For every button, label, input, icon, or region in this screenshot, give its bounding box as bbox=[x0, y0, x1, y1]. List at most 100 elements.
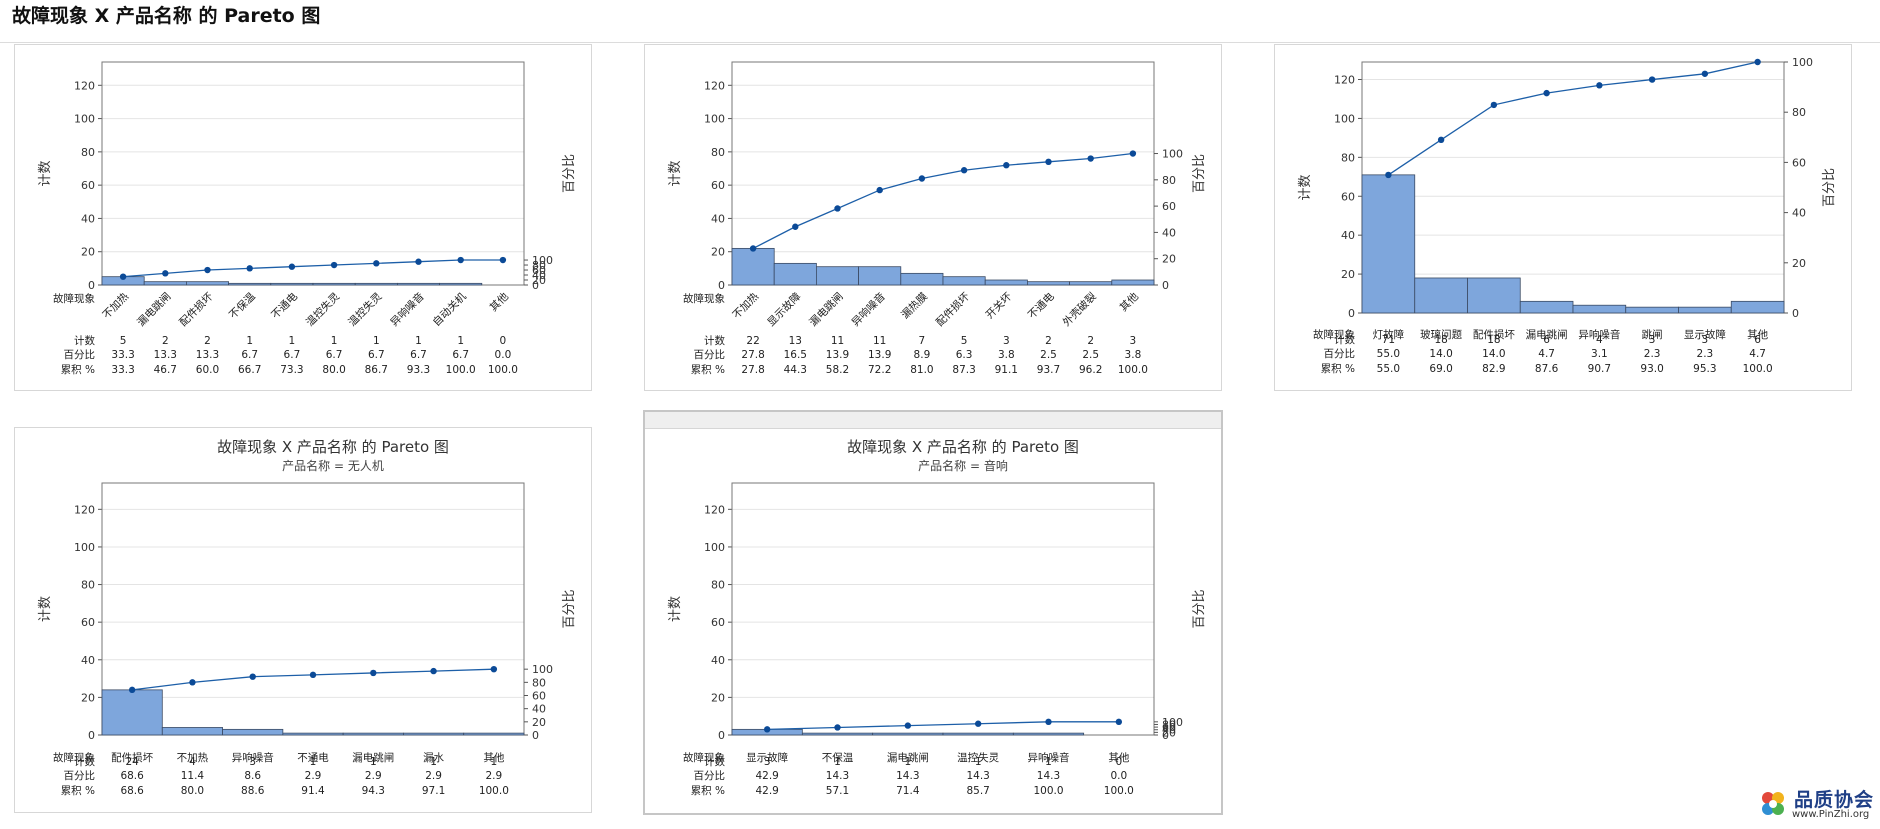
y2-tick-label: 60 bbox=[1162, 721, 1176, 734]
bar-漏电跳闸 bbox=[815, 266, 859, 286]
category-label: 显示故障 bbox=[746, 751, 788, 764]
category-label: 异响噪音 bbox=[1578, 328, 1620, 341]
y-axis-title: 计数 bbox=[668, 596, 683, 622]
category-label: 漏水 bbox=[423, 752, 444, 764]
counts-cell: 4 bbox=[189, 756, 196, 768]
percent-cell: 14.3 bbox=[826, 770, 849, 782]
cumulative-cell: 100.0 bbox=[446, 364, 476, 376]
bar-漏电跳闸 bbox=[872, 732, 944, 736]
cumulative-point-7 bbox=[1701, 70, 1709, 77]
counts-cell: 71 bbox=[1382, 334, 1395, 346]
cumulative-point-8 bbox=[1754, 58, 1761, 66]
percent-cell: 2.9 bbox=[365, 770, 382, 782]
y2-tick-label: 100 bbox=[1162, 148, 1183, 161]
category-label: 配件损坏 bbox=[933, 290, 972, 329]
bar-异响噪音 bbox=[1012, 732, 1085, 736]
counts-cell: 11 bbox=[831, 335, 844, 347]
pareto-panel-5-selected[interactable]: 故障现象 X 产品名称 的 Pareto 图产品名称 = 音响 0 20 40 60 80… bbox=[643, 410, 1223, 815]
bar-漏电跳闸 bbox=[342, 732, 404, 736]
y2-tick-label: 20 bbox=[532, 274, 546, 287]
pareto-chart-3: 020406080100120计数 百分比020406080100故障现象 灯故障玻… bbox=[1298, 56, 1837, 375]
cumulative-cell: 96.2 bbox=[1079, 364, 1102, 376]
y-tick-label: 80 bbox=[81, 146, 95, 159]
cumulative-cell: 100.0 bbox=[488, 364, 518, 376]
cumulative-point-7 bbox=[490, 665, 498, 673]
percent-cell: 2.9 bbox=[305, 770, 322, 782]
row-header-cumulative: 累积 % bbox=[691, 364, 725, 376]
y-tick-label: 0 bbox=[88, 729, 95, 742]
row-header-category: 故障现象 bbox=[683, 292, 725, 305]
bar-显示故障 bbox=[1678, 306, 1732, 314]
y-axis-title: 计数 bbox=[38, 596, 53, 622]
category-label: 异响噪音 bbox=[1028, 751, 1070, 764]
bar-显示故障 bbox=[773, 262, 817, 286]
pareto-panel-1[interactable]: 0 20 40 60 80 100 120 计数 百分比 0 20 40 60 80 100 故障现象 不加热漏… bbox=[14, 44, 592, 391]
cumulative-line bbox=[123, 259, 503, 278]
pareto-panel-4[interactable]: 故障现象 X 产品名称 的 Pareto 图产品名称 = 无人机 0 20 40 60 8… bbox=[14, 427, 592, 813]
percent-cell: 2.5 bbox=[1082, 349, 1099, 361]
category-label: 异响噪音 bbox=[388, 290, 427, 329]
cumulative-point-4 bbox=[1543, 89, 1550, 97]
y2-tick-label: 20 bbox=[532, 716, 546, 729]
pareto-panel-2[interactable]: 0 20 40 60 80 100 120 计数 百分比 0 20 40 60 80 100 故障现象 不加热显… bbox=[644, 44, 1222, 391]
bar-自动关机 bbox=[439, 282, 483, 286]
y-axis-title: 计数 bbox=[1298, 174, 1313, 200]
y-tick-label: 120 bbox=[74, 503, 95, 516]
bar-不加热 bbox=[731, 247, 775, 286]
cumulative-cell: 100.0 bbox=[1118, 364, 1148, 376]
y-tick-label: 120 bbox=[704, 503, 725, 516]
percent-cell: 2.3 bbox=[1644, 348, 1661, 360]
percent-cell: 8.9 bbox=[914, 349, 931, 361]
row-header-percent: 百分比 bbox=[1324, 347, 1356, 360]
pareto-panel-3[interactable]: 0 20 40 60 80 100 120 计数 百分比 0 20 40 60 80 100 故障现象 灯故障玻… bbox=[1274, 44, 1852, 391]
category-label: 其他 bbox=[1108, 751, 1129, 764]
counts-cell: 1 bbox=[904, 756, 911, 768]
cumulative-line bbox=[767, 721, 1119, 731]
cumulative-cell: 100.0 bbox=[1104, 785, 1134, 797]
y-tick-label: 20 bbox=[711, 691, 725, 704]
bar-开关坏 bbox=[984, 279, 1028, 286]
percent-cell: 14.0 bbox=[1429, 348, 1452, 360]
bar-不保温 bbox=[228, 282, 272, 286]
counts-cell: 3 bbox=[764, 756, 771, 768]
cumulative-cell: 90.7 bbox=[1588, 363, 1611, 375]
y2-tick-label: 60 bbox=[532, 264, 546, 277]
cumulative-cell: 97.1 bbox=[422, 785, 445, 797]
cumulative-cell: 55.0 bbox=[1377, 363, 1400, 375]
bar-漏热膜 bbox=[900, 272, 944, 286]
percent-cell: 27.8 bbox=[741, 349, 764, 361]
cumulative-cell: 33.3 bbox=[111, 364, 134, 376]
category-label: 漏热膜 bbox=[899, 290, 931, 322]
bar-配件损坏 bbox=[101, 689, 163, 736]
y-tick-label: 100 bbox=[74, 113, 95, 126]
cumulative-point-2 bbox=[792, 223, 799, 230]
y2-tick-label: 60 bbox=[532, 690, 546, 703]
category-label: 其他 bbox=[1747, 328, 1769, 341]
counts-cell: 1 bbox=[289, 335, 296, 347]
cumulative-point-9 bbox=[1087, 155, 1094, 162]
panel-selection-bar bbox=[645, 412, 1221, 429]
counts-cell: 1 bbox=[975, 756, 982, 768]
percent-cell: 6.7 bbox=[452, 349, 469, 361]
y2-tick-label: 40 bbox=[1162, 226, 1176, 239]
cumulative-point-5 bbox=[1045, 718, 1052, 726]
y-tick-label: 80 bbox=[81, 579, 95, 592]
category-label: 漏电跳闸 bbox=[352, 751, 394, 764]
cumulative-point-3 bbox=[204, 266, 211, 274]
percent-cell: 2.9 bbox=[486, 770, 503, 782]
cumulative-point-5 bbox=[918, 175, 926, 182]
cumulative-cell: 93.0 bbox=[1640, 363, 1663, 375]
category-label: 不通电 bbox=[1025, 290, 1057, 322]
bar-不通电 bbox=[282, 732, 344, 736]
category-label: 配件损坏 bbox=[177, 290, 216, 329]
bar-配件损坏 bbox=[185, 281, 229, 286]
percent-cell: 14.3 bbox=[896, 770, 919, 782]
cumulative-cell: 93.7 bbox=[1037, 364, 1060, 376]
bar-外壳破裂 bbox=[1069, 281, 1113, 286]
row-header-percent: 百分比 bbox=[64, 348, 96, 361]
category-label: 不保温 bbox=[226, 290, 258, 322]
percent-cell: 6.3 bbox=[956, 349, 973, 361]
cumulative-point-5 bbox=[288, 263, 296, 270]
cumulative-cell: 86.7 bbox=[365, 364, 388, 376]
